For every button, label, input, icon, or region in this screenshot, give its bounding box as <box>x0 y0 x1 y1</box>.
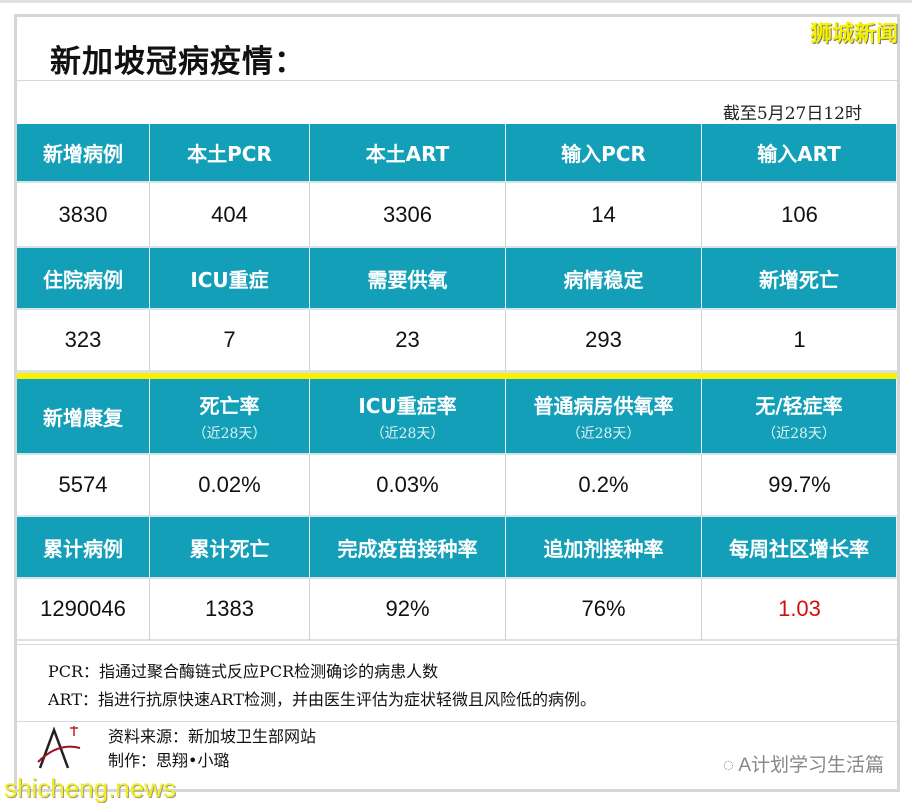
value-cell: 23 <box>310 310 506 372</box>
header-row: 新增病例 本土PCR 本土ART 输入PCR 输入ART <box>17 124 897 183</box>
header-cell: 普通病房供氧率 （近28天） <box>506 379 702 455</box>
header-label: 完成疫苗接种率 <box>337 536 478 561</box>
value-cell: 3306 <box>310 183 506 248</box>
header-label: 新增病例 <box>43 142 123 166</box>
stats-table: 新增病例 本土PCR 本土ART 输入PCR 输入ART 3830 404 3306 14 106… <box>17 124 897 641</box>
source-text: 资料来源：新加坡卫生部网站 <box>108 727 317 746</box>
header-cell: 新增病例 <box>17 124 150 183</box>
producer-logo-icon <box>37 726 81 769</box>
header-label: 需要供氧 <box>367 267 448 292</box>
header-label: 死亡率 <box>199 393 260 418</box>
header-label: 新增康复 <box>43 405 123 430</box>
top-border <box>0 0 912 3</box>
value-cell: 1383 <box>150 579 310 641</box>
header-cell: 输入PCR <box>506 124 702 183</box>
value-cell: 3830 <box>17 183 150 248</box>
value-row: 5574 0.02% 0.03% 0.2% 99.7% <box>17 455 897 517</box>
header-label: 每周社区增长率 <box>729 536 869 561</box>
wechat-icon: ◌ <box>722 755 739 776</box>
header-cell: 本土ART <box>310 124 506 183</box>
header-label: 新增死亡 <box>759 267 839 292</box>
value-cell: 0.02% <box>150 455 310 517</box>
value-cell: 1 <box>702 310 897 372</box>
header-label: ICU重症率 <box>358 393 457 418</box>
header-cell: 输入ART <box>702 124 897 183</box>
header-cell: 病情稳定 <box>506 248 702 310</box>
value-cell: 0.03% <box>310 455 506 517</box>
value-row: 3830 404 3306 14 106 <box>17 183 897 248</box>
header-cell: 累计病例 <box>17 517 150 579</box>
divider <box>17 721 897 722</box>
divider <box>17 644 897 645</box>
header-cell: ICU重症 <box>150 248 310 310</box>
header-label: 累计死亡 <box>189 536 270 561</box>
header-cell: 新增死亡 <box>702 248 897 310</box>
value-cell: 76% <box>506 579 702 641</box>
section-separator <box>17 372 897 379</box>
header-label: 住院病例 <box>43 267 123 292</box>
value-cell: 0.2% <box>506 455 702 517</box>
header-cell: 需要供氧 <box>310 248 506 310</box>
header-cell: ICU重症率 （近28天） <box>310 379 506 455</box>
header-cell: 本土PCR <box>150 124 310 183</box>
header-sublabel: （近28天） <box>370 425 445 442</box>
header-cell: 新增康复 <box>17 379 150 455</box>
header-label: 输入ART <box>757 142 841 166</box>
account-name: A计划学习生活篇 <box>738 755 884 776</box>
value-cell: 323 <box>17 310 150 372</box>
note-art: ART：指进行抗原快速ART检测，并由医生评估为症状轻微且风险低的病例。 <box>48 690 596 709</box>
header-sublabel: （近28天） <box>192 425 267 442</box>
header-label: 无/轻症率 <box>755 393 843 418</box>
header-cell: 追加剂接种率 <box>506 517 702 579</box>
header-cell: 每周社区增长率 <box>702 517 897 579</box>
footer: 资料来源：新加坡卫生部网站 制作：思翔•小璐 <box>108 725 316 773</box>
notes: PCR：指通过聚合酶链式反应PCR检测确诊的病患人数 ART：指进行抗原快速AR… <box>48 658 596 714</box>
value-cell: 99.7% <box>702 455 897 517</box>
header-sublabel: （近28天） <box>762 425 836 442</box>
date-stamp: 截至5月27日12时 <box>722 104 862 124</box>
value-cell: 92% <box>310 579 506 641</box>
value-cell: 293 <box>506 310 702 372</box>
value-row: 323 7 23 293 1 <box>17 310 897 372</box>
note-pcr: PCR：指通过聚合酶链式反应PCR检测确诊的病患人数 <box>48 662 439 681</box>
header-cell: 住院病例 <box>17 248 150 310</box>
value-cell: 14 <box>506 183 702 248</box>
header-label: 病情稳定 <box>563 267 644 292</box>
header-label: 普通病房供氧率 <box>533 393 674 418</box>
header-label: 累计病例 <box>43 536 123 561</box>
brand-logo-text: 狮城新闻 <box>809 22 898 47</box>
value-cell: 106 <box>702 183 897 248</box>
value-cell: 1290046 <box>17 579 150 641</box>
value-cell: 1.03 <box>702 579 897 641</box>
watermark: shicheng.news <box>4 773 176 803</box>
header-row: 住院病例 ICU重症 需要供氧 病情稳定 新增死亡 <box>17 248 897 310</box>
header-label: 追加剂接种率 <box>543 536 664 561</box>
header-label: 本土ART <box>365 142 450 166</box>
header-cell: 完成疫苗接种率 <box>310 517 506 579</box>
header-label: ICU重症 <box>190 267 269 292</box>
value-cell: 404 <box>150 183 310 248</box>
header-cell: 死亡率 （近28天） <box>150 379 310 455</box>
value-cell: 5574 <box>17 455 150 517</box>
header-label: 输入PCR <box>561 142 646 166</box>
header-row: 累计病例 累计死亡 完成疫苗接种率 追加剂接种率 每周社区增长率 <box>17 517 897 579</box>
page-title: 新加坡冠病疫情： <box>50 44 306 80</box>
header-cell: 累计死亡 <box>150 517 310 579</box>
author-text: 制作：思翔•小璐 <box>108 751 230 770</box>
value-row: 1290046 1383 92% 76% 1.03 <box>17 579 897 641</box>
header-sublabel: （近28天） <box>566 425 641 442</box>
wechat-account: ◌ A计划学习生活篇 <box>723 750 884 777</box>
header-row: 新增康复 死亡率 （近28天） ICU重症率 （近28天） 普通病房供氧率 （近28天） 无/… <box>17 379 897 455</box>
header-cell: 无/轻症率 （近28天） <box>702 379 897 455</box>
header-label: 本土PCR <box>187 142 272 166</box>
value-cell: 7 <box>150 310 310 372</box>
divider <box>17 80 897 81</box>
